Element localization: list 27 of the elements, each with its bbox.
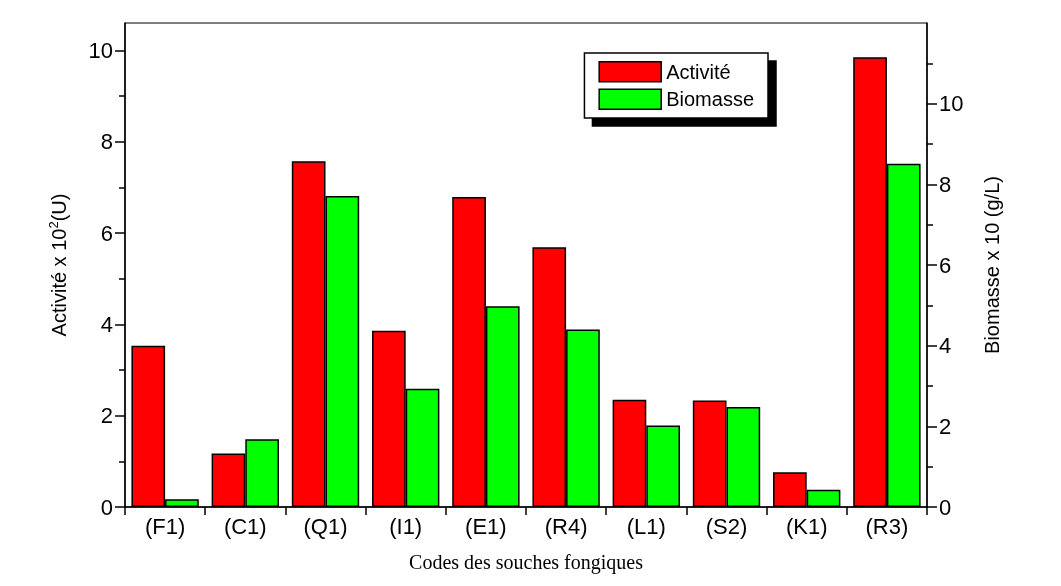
y-axis-title: Activité x 102(U) [46,193,70,337]
x-tick-label: (F1) [144,513,186,539]
x-tick-label: (R3) [865,513,909,539]
x-tick-label: (K1) [785,513,828,539]
y2-tick-label: 2 [939,413,952,439]
y2-tick-label: 6 [939,252,952,278]
y-tick-label: 2 [100,403,113,429]
x-tick-label: (R4) [544,513,588,539]
x-tick-label: (C1) [223,513,267,539]
y-tick-label: 0 [100,494,113,520]
x-tick-label: (S2) [705,513,748,539]
x-tick-label: (I1) [389,513,423,539]
y-tick-label: 10 [88,37,113,63]
y-tick-label: 8 [100,129,113,155]
y2-tick-label: 8 [939,171,952,197]
x-axis-title: Codes des souches fongiques [409,551,644,574]
x-tick-label: (L1) [626,513,666,539]
y2-tick-label: 0 [939,494,952,520]
y2-axis-title: Biomasse x 10 (g/L) [981,176,1003,354]
y2-tick-label: 4 [939,333,952,359]
y-tick-label: 4 [100,311,113,337]
y2-tick-label: 10 [939,91,964,117]
y-tick-label: 6 [100,220,113,246]
x-tick-label: (E1) [465,513,507,539]
legend-label: Activité [666,60,731,83]
x-tick-label: (Q1) [303,513,348,539]
legend-label: Biomasse [666,88,754,111]
